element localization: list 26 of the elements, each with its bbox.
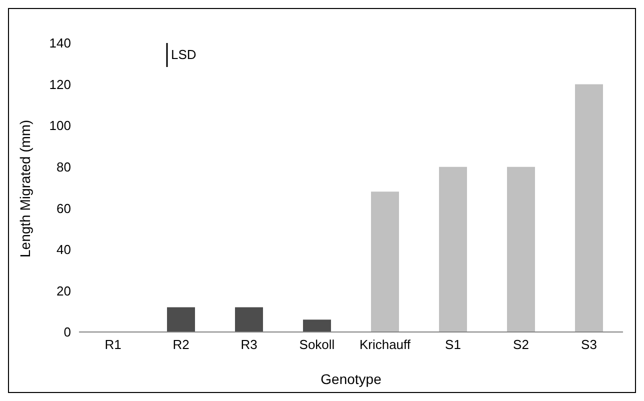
x-axis-title: Genotype — [320, 371, 382, 387]
x-tick-label: S2 — [513, 337, 529, 352]
x-tick-label: Sokoll — [299, 337, 335, 352]
x-tick-label: R2 — [172, 337, 190, 352]
x-tick-label: R1 — [104, 337, 122, 352]
y-tick-label: 40 — [56, 242, 71, 258]
y-tick-label: 60 — [56, 200, 71, 216]
y-tick-label: 140 — [49, 36, 71, 51]
bar — [439, 166, 467, 332]
y-tick-label: 20 — [56, 283, 71, 298]
bar — [167, 307, 195, 332]
x-tick-label: R3 — [240, 337, 258, 352]
bar — [235, 307, 263, 332]
x-tick-label: S3 — [581, 337, 597, 352]
y-tick-label: 80 — [56, 159, 71, 174]
bar — [303, 320, 331, 332]
bar — [507, 166, 535, 332]
x-tick-label: Krichauff — [359, 337, 411, 352]
y-tick-label: 100 — [49, 118, 71, 134]
bar — [575, 84, 603, 332]
annotation: LSD — [171, 47, 196, 62]
bar — [371, 192, 399, 332]
y-tick-label: 120 — [49, 76, 71, 92]
y-axis-title: Length Migrated (mm) — [16, 120, 33, 258]
x-tick-label: S1 — [445, 337, 461, 352]
y-tick-label: 0 — [64, 324, 71, 340]
